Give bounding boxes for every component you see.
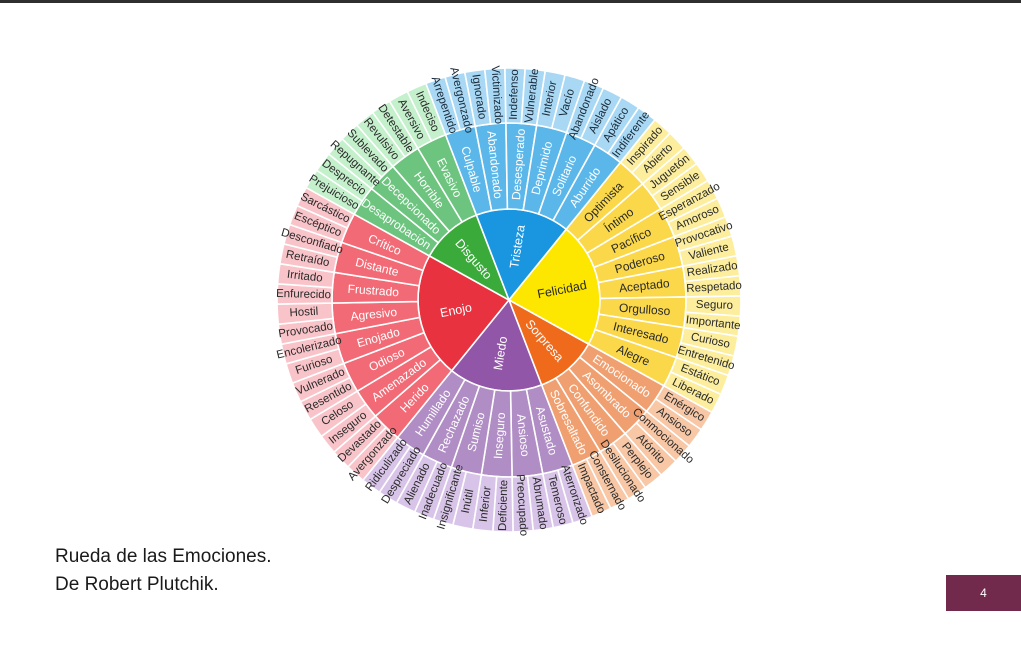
tertiary-label-seguro: Seguro [696, 299, 733, 312]
core-label-tristeza: Tristeza [507, 224, 528, 270]
secondary-label-inseguro: Inseguro [491, 412, 508, 460]
tertiary-label-inutil: Inútil [460, 488, 477, 514]
tertiary-sector-ridiculizado [361, 436, 412, 494]
tertiary-label-indefenso: Indefenso [508, 69, 521, 120]
caption-title: Rueda de las Emociones. [55, 546, 272, 567]
secondary-label-agresivo: Agresivo [350, 305, 398, 324]
secondary-label-desesperado: Desesperado [509, 128, 528, 201]
tertiary-label-inferior: Inferior [478, 486, 494, 523]
secondary-label-orgulloso: Orgulloso [619, 301, 672, 319]
caption-author: De Robert Plutchik. [55, 574, 219, 595]
tertiary-label-enfurecido: Enfurecido [276, 288, 331, 301]
tertiary-label-victimizado: Victimizado [489, 65, 505, 124]
wheel-sectors [276, 67, 742, 533]
top-border-bar [0, 0, 1021, 3]
page-number-badge: 4 [946, 575, 1021, 611]
tertiary-label-deficiente: Deficiente [497, 480, 510, 531]
tertiary-label-respetado: Respetado [686, 280, 742, 295]
tertiary-label-preocupado: Preocupado [514, 474, 530, 537]
secondary-label-frustrado: Frustrado [347, 282, 400, 300]
secondary-label-ansioso: Ansioso [514, 413, 532, 457]
core-label-enojo: Enojo [439, 300, 473, 320]
page-number: 4 [980, 586, 987, 600]
secondary-label-aceptado: Aceptado [618, 276, 670, 295]
tertiary-label-irritado: Irritado [286, 269, 323, 285]
caption: Rueda de las Emociones. De Robert Plutch… [55, 543, 272, 599]
core-label-miedo: Miedo [491, 335, 510, 371]
tertiary-label-hostil: Hostil [289, 306, 318, 320]
